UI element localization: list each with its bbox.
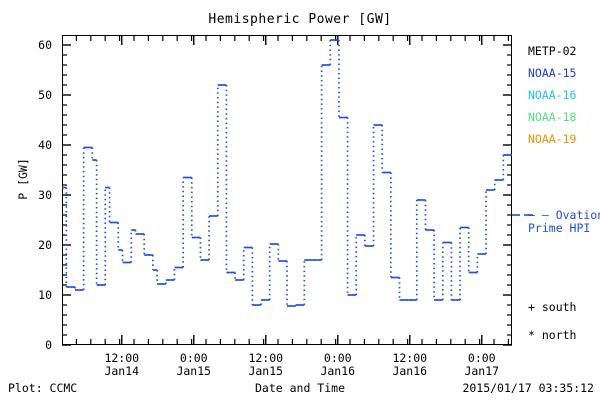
y-tick-label: 40 — [38, 138, 52, 152]
legend-item-noaa-15: NOAA-15 — [528, 66, 577, 80]
x-tick-date: Jan17 — [464, 364, 500, 378]
plot-frame — [62, 35, 512, 345]
x-tick-time: 0:00 — [323, 351, 352, 365]
x-tick-label: 12:00 Jan14 — [77, 352, 167, 378]
legend-marker-south: + south — [528, 300, 577, 314]
x-tick-label: 0:00 Jan16 — [293, 352, 383, 378]
plot-credit: Plot: CCMC — [8, 381, 78, 395]
y-tick-label: 0 — [45, 338, 52, 352]
x-tick-label: 0:00 Jan15 — [149, 352, 239, 378]
x-tick-label: 12:00 Jan16 — [365, 352, 455, 378]
legend-item-noaa-19: NOAA-19 — [528, 132, 577, 146]
x-tick-date: Jan15 — [176, 364, 212, 378]
legend-ovation-line2: Prime HPI — [528, 221, 591, 235]
legend-item-noaa-16: NOAA-16 — [528, 88, 577, 102]
x-tick-date: Jan15 — [248, 364, 284, 378]
y-tick-label: 60 — [38, 38, 52, 52]
x-tick-time: 12:00 — [392, 351, 428, 365]
page-title: Hemispheric Power [GW] — [208, 12, 392, 27]
y-tick-label: 20 — [38, 238, 52, 252]
legend-item-metp-02: METP-02 — [528, 44, 577, 58]
x-tick-date: Jan14 — [104, 364, 140, 378]
x-tick-date: Jan16 — [392, 364, 428, 378]
x-axis-ticks — [75, 35, 509, 345]
legend-item-noaa-18: NOAA-18 — [528, 110, 577, 124]
x-tick-date: Jan16 — [320, 364, 356, 378]
x-tick-time: 0:00 — [467, 351, 496, 365]
x-tick-label: 0:00 Jan17 — [437, 352, 527, 378]
y-axis-label: P [GW] — [16, 158, 30, 200]
legend-ovation-line1: — — Ovation — [528, 208, 600, 222]
y-tick-label: 30 — [38, 188, 52, 202]
x-tick-time: 0:00 — [179, 351, 208, 365]
x-tick-time: 12:00 — [104, 351, 140, 365]
x-tick-time: 12:00 — [248, 351, 284, 365]
y-tick-label: 10 — [38, 288, 52, 302]
x-tick-label: 12:00 Jan15 — [221, 352, 311, 378]
legend-ovation: — — Ovation Prime HPI — [528, 209, 600, 235]
plot-timestamp: 2015/01/17 03:35:12 — [462, 381, 594, 395]
legend-marker-north: * north — [528, 328, 577, 342]
data-series-layer — [62, 39, 512, 307]
y-tick-label: 50 — [38, 88, 52, 102]
x-axis-label: Date and Time — [254, 381, 345, 395]
y-axis-ticks — [62, 44, 512, 346]
